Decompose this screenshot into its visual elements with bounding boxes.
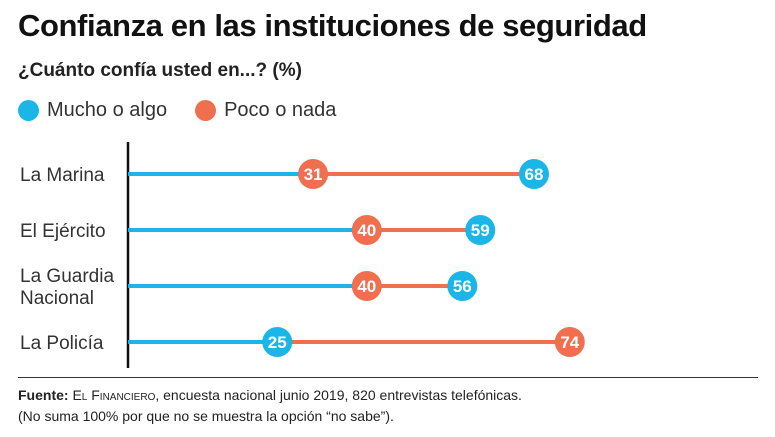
category-label: La Guardia Nacional bbox=[20, 266, 114, 309]
legend-label-mucho: Mucho o algo bbox=[47, 98, 168, 121]
value-label-mucho: 25 bbox=[268, 333, 287, 352]
category-label: La Marina bbox=[20, 165, 105, 186]
category-label: La Policía bbox=[20, 333, 104, 354]
footer-divider bbox=[18, 377, 758, 378]
source-disclaimer: (No suma 100% por que no se muestra la o… bbox=[18, 408, 394, 424]
source-line: Fuente: El Financiero, encuesta nacional… bbox=[18, 385, 522, 406]
dot-chart: La Marina 68 31 El Ejército 59 40 La Guardia Na… bbox=[20, 142, 585, 368]
value-label-poco: 74 bbox=[560, 333, 579, 352]
chart-title: Confianza en las instituciones de seguri… bbox=[18, 8, 647, 43]
source-label: Fuente: bbox=[18, 387, 69, 403]
point-poco bbox=[298, 159, 329, 189]
legend-item-mucho: Mucho o algo bbox=[18, 99, 167, 122]
point-mucho bbox=[447, 271, 478, 301]
legend-swatch-poco bbox=[195, 99, 217, 121]
point-poco bbox=[554, 327, 585, 357]
point-mucho bbox=[518, 159, 549, 189]
source-detail: , encuesta nacional junio 2019, 820 entr… bbox=[155, 387, 522, 403]
value-label-poco: 40 bbox=[357, 221, 376, 240]
source-org: El Financiero bbox=[72, 387, 156, 403]
legend: Mucho o algo Poco o nada bbox=[18, 97, 364, 123]
source-note: Fuente: El Financiero, encuesta nacional… bbox=[18, 385, 522, 427]
point-poco bbox=[351, 215, 382, 245]
value-label-poco: 31 bbox=[304, 165, 323, 184]
point-mucho bbox=[262, 327, 293, 357]
point-mucho bbox=[465, 215, 496, 245]
value-label-mucho: 68 bbox=[524, 165, 543, 184]
value-label-poco: 40 bbox=[357, 277, 376, 296]
legend-item-poco: Poco o nada bbox=[195, 99, 336, 122]
category-label: El Ejército bbox=[20, 221, 106, 242]
legend-swatch-mucho bbox=[18, 99, 39, 121]
chart-subtitle: ¿Cuánto confía usted en...? (%) bbox=[18, 60, 302, 81]
value-label-mucho: 59 bbox=[471, 221, 490, 240]
legend-label-poco: Poco o nada bbox=[224, 98, 337, 121]
point-poco bbox=[351, 271, 382, 301]
value-label-mucho: 56 bbox=[453, 277, 472, 296]
